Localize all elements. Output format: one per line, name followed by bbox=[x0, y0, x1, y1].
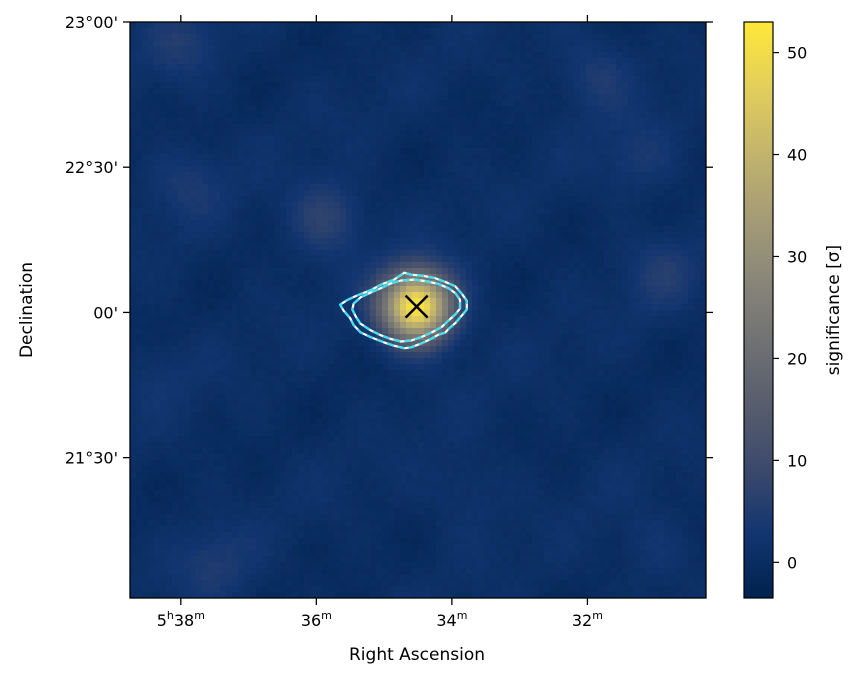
y-tick-label: 21°30' bbox=[65, 449, 118, 468]
colorbar-tick-label: 40 bbox=[787, 146, 807, 165]
colorbar-fill bbox=[744, 22, 773, 598]
contour-inner bbox=[351, 278, 462, 343]
y-tick-label: 00' bbox=[93, 303, 118, 322]
colorbar-tick-label: 20 bbox=[787, 349, 807, 368]
significance-heatmap bbox=[130, 22, 706, 598]
source-marker-stroke-b bbox=[404, 294, 429, 319]
colorbar-tick-label: 30 bbox=[787, 247, 807, 266]
y-axis-title: Declination bbox=[17, 262, 37, 358]
x-tick-label: 5h38m bbox=[157, 609, 205, 630]
x-axis-title: Right Ascension bbox=[349, 645, 485, 665]
colorbar-label: significance [σ] bbox=[824, 245, 844, 375]
colorbar-ticks: 0 10 20 30 40 50 bbox=[773, 44, 807, 572]
plot-frame bbox=[129, 21, 707, 599]
x-axis: 5h38m 36m 34m 32m bbox=[157, 15, 603, 630]
significance-map bbox=[130, 22, 706, 598]
colorbar-tick-label: 10 bbox=[787, 451, 807, 470]
colorbar: 0 10 20 30 40 50 significance [σ] bbox=[743, 21, 844, 599]
y-axis: 23°00' 22°30' 00' 21°30' bbox=[65, 13, 713, 468]
colorbar-tick-label: 0 bbox=[787, 553, 797, 572]
x-tick-label: 34m bbox=[436, 609, 467, 630]
y-tick-label: 23°00' bbox=[65, 13, 118, 32]
contours bbox=[339, 271, 468, 350]
x-tick-label: 36m bbox=[301, 609, 332, 630]
colorbar-tick-label: 50 bbox=[787, 44, 807, 63]
source-marker bbox=[404, 294, 429, 319]
colorbar-frame bbox=[743, 21, 774, 599]
x-tick-label: 32m bbox=[572, 609, 603, 630]
contour-outer bbox=[339, 271, 468, 350]
y-tick-label: 22°30' bbox=[65, 158, 118, 177]
